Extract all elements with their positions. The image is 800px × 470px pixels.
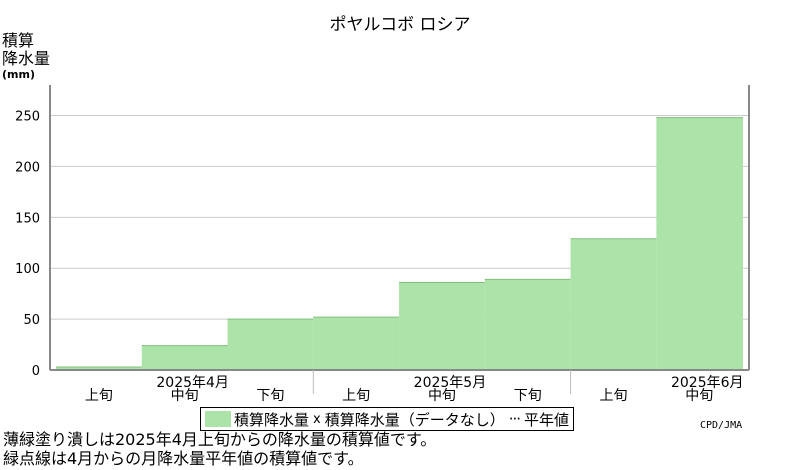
bar — [56, 366, 142, 370]
y-axis-label-line1: 積算 — [2, 31, 35, 50]
y-tick-label: 250 — [15, 110, 40, 125]
bar — [399, 282, 485, 370]
month-label: 2025年4月 — [156, 375, 229, 391]
x-tick-label: 下旬 — [256, 388, 284, 404]
x-tick-label: 上旬 — [599, 388, 627, 404]
x-tick-label: 上旬 — [342, 388, 370, 404]
legend-fill-swatch — [205, 411, 231, 427]
credit: CPD/JMA — [700, 420, 743, 431]
y-tick-label: 200 — [15, 160, 40, 175]
y-axis-unit: (mm) — [2, 68, 35, 81]
bar — [227, 319, 314, 370]
y-tick-label: 150 — [15, 211, 40, 226]
month-label: 2025年5月 — [414, 375, 487, 391]
y-tick-label: 0 — [32, 364, 40, 379]
y-tick-label: 100 — [15, 262, 40, 277]
x-tick-label: 中旬 — [685, 388, 713, 404]
bar — [570, 238, 657, 370]
legend-normal-dash-icon: ··· — [508, 410, 521, 428]
legend-normal-label: 平年値 — [524, 410, 570, 429]
legend-missing-mark: x — [313, 411, 321, 427]
chart-title: ポヤルコボ ロシア — [329, 15, 471, 35]
notes: 薄緑塗り潰しは2025年4月上旬からの降水量の積算値です。 緑点線は4月からの月… — [3, 430, 436, 468]
note-line-1: 薄緑塗り潰しは2025年4月上旬からの降水量の積算値です。 — [3, 430, 437, 449]
legend: 積算降水量 x 積算降水量（データなし） ··· 平年値 — [200, 407, 575, 431]
x-tick-label: 中旬 — [171, 388, 199, 404]
legend-missing-label: 積算降水量（データなし） — [324, 410, 505, 429]
bar — [656, 117, 743, 370]
bar — [141, 345, 228, 370]
bar — [313, 317, 400, 370]
note-line-2: 緑点線は4月からの月降水量平年値の積算値です。 — [3, 449, 364, 468]
month-label: 2025年6月 — [671, 375, 744, 391]
y-tick-label: 50 — [23, 313, 40, 328]
bar — [484, 279, 571, 370]
x-tick-label: 中旬 — [428, 388, 456, 404]
y-axis-label-line2: 降水量 — [2, 49, 51, 68]
x-tick-label: 下旬 — [514, 388, 542, 404]
x-tick-label: 上旬 — [85, 388, 113, 404]
legend-fill-label: 積算降水量 — [234, 410, 310, 429]
